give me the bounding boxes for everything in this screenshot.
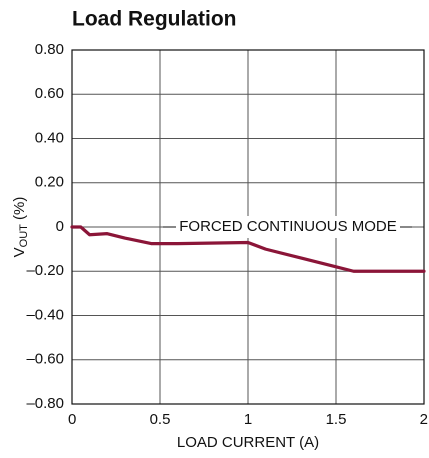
y-tick-label: –0.80 xyxy=(26,395,64,412)
x-tick-label: 1 xyxy=(244,411,252,428)
x-tick-label: 0 xyxy=(68,411,76,428)
x-axis-label: LOAD CURRENT (A) xyxy=(177,434,319,451)
x-tick-label: 1.5 xyxy=(326,411,347,428)
x-tick-label: 2 xyxy=(420,411,428,428)
y-tick-label: 0 xyxy=(56,218,64,235)
x-tick-label: 0.5 xyxy=(150,411,171,428)
y-label-part: (%) xyxy=(11,197,28,225)
y-tick-label: 0.80 xyxy=(35,41,64,58)
annotation: FORCED CONTINUOUS MODE xyxy=(163,216,412,238)
y-tick-label: 0.20 xyxy=(35,174,64,191)
y-label-sub: OUT xyxy=(18,224,30,248)
y-axis-label: VOUT (%) xyxy=(11,197,30,258)
chart-title: Load Regulation xyxy=(72,8,237,31)
y-tick-label: 0.60 xyxy=(35,85,64,102)
y-tick-label: –0.60 xyxy=(26,351,64,368)
annotation-text: FORCED CONTINUOUS MODE xyxy=(179,218,397,235)
y-tick-label: 0.40 xyxy=(35,129,64,146)
data-line xyxy=(70,225,426,273)
annotation-bg xyxy=(176,216,400,238)
y-label-part: V xyxy=(11,247,28,257)
y-tick-label: –0.20 xyxy=(26,262,64,279)
y-tick-label: –0.40 xyxy=(26,306,64,323)
